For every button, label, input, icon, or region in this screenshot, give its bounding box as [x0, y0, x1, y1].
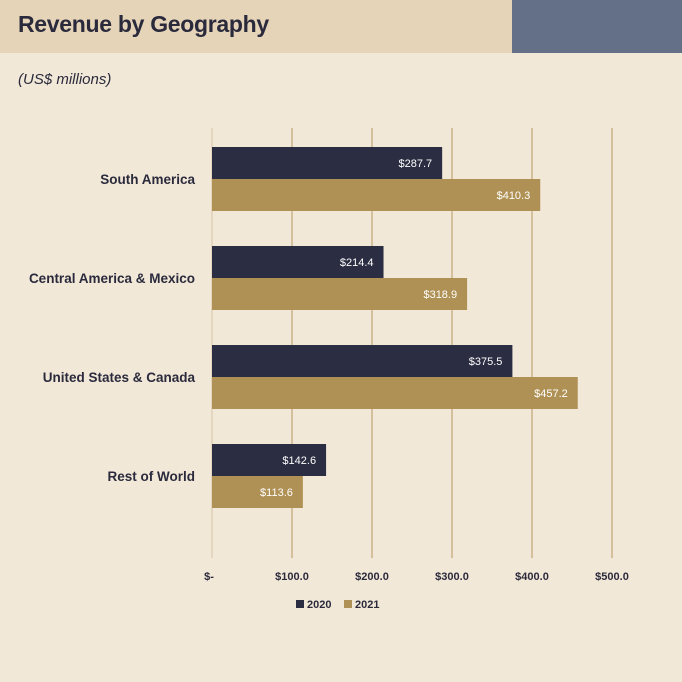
- x-tick-label: $300.0: [435, 571, 469, 583]
- bar-value-label: $375.5: [469, 356, 503, 368]
- x-tick-label: $400.0: [515, 571, 549, 583]
- bar-value-label: $318.9: [423, 289, 457, 301]
- bar-value-label: $457.2: [534, 388, 568, 400]
- category-label: Central America & Mexico: [29, 271, 195, 286]
- x-tick-label: $100.0: [275, 571, 309, 583]
- x-tick-label: $500.0: [595, 571, 629, 583]
- bar-value-label: $214.4: [340, 257, 374, 269]
- bar-value-label: $142.6: [282, 455, 316, 467]
- title-accent-block: [512, 0, 682, 53]
- legend-swatch-2021: [344, 600, 352, 608]
- bar-2021: [212, 476, 303, 508]
- category-label: United States & Canada: [43, 370, 196, 385]
- category-label: Rest of World: [108, 469, 196, 484]
- bar-value-label: $113.6: [260, 487, 293, 499]
- bar-2020: [212, 147, 443, 179]
- chart-title: Revenue by Geography: [18, 11, 269, 37]
- legend-label: 2020: [307, 599, 331, 611]
- title-band: [0, 0, 512, 53]
- bar-2020: [212, 444, 327, 476]
- legend-label: 2021: [355, 599, 379, 611]
- legend-swatch-2020: [296, 600, 304, 608]
- x-tick-label: $-: [204, 571, 214, 583]
- bar-2020: [212, 246, 384, 278]
- bar-2020: [212, 345, 513, 377]
- bar-value-label: $287.7: [399, 158, 433, 170]
- bar-2021: [212, 179, 541, 211]
- chart-subtitle: (US$ millions): [18, 71, 112, 88]
- bar-value-label: $410.3: [497, 190, 531, 202]
- category-label: South America: [100, 172, 195, 187]
- x-tick-label: $200.0: [355, 571, 389, 583]
- bar-2021: [212, 278, 468, 310]
- bar-2021: [212, 377, 578, 409]
